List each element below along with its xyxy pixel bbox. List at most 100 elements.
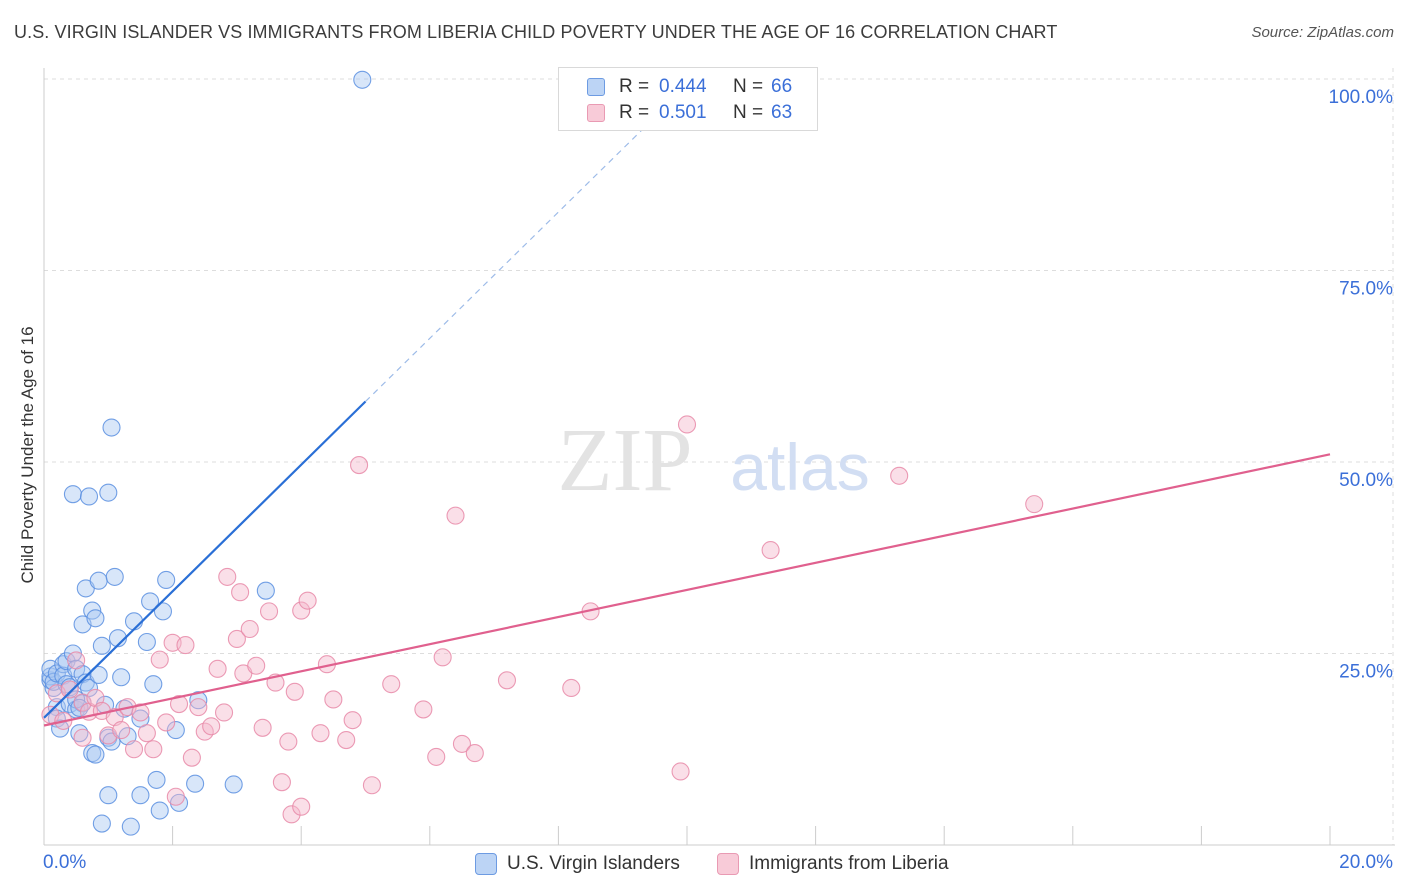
liberia-point [208,659,227,678]
liberia-point [189,698,208,717]
virgin-islander-point [144,675,163,694]
pink-swatch [717,853,739,875]
liberia-point [761,541,780,560]
virgin-islander-point [186,774,205,793]
y-tick-label: 75.0% [1339,279,1393,300]
liberia-point [427,747,446,766]
virgin-islander-point [124,612,144,631]
liberia-point [298,591,317,610]
legend-n-value: 63 [771,102,793,123]
legend-r-value: 0.501 [659,102,707,123]
axis-layer [43,68,1395,846]
virgin-islander-point [150,801,169,820]
virgin-islander-point [112,668,131,687]
liberia-point [157,713,176,732]
virgin-islander-point [92,814,111,833]
y-axis-label: Child Poverty Under the Age of 16 [18,326,37,584]
liberia-point [671,762,690,781]
virgin-islander-point [121,817,140,836]
x-tick-label-max: 20.0% [1339,852,1393,873]
x-tick-label-min: 0.0% [43,852,87,873]
liberia-point [343,711,362,730]
legend-r-label: R = [619,76,650,97]
watermark-atlas: atlas [730,430,869,504]
liberia-point [452,734,472,753]
liberia-trendline [43,453,1331,727]
grid-layer [44,68,1395,845]
liberia-point [324,690,343,709]
virgin-islander-point [57,652,76,671]
liberia-point [182,748,201,767]
virgin-islander-trendline-extension [365,116,656,402]
blue-swatch [587,78,605,96]
virgin-islander-point [157,570,176,590]
liberia-point [231,583,250,602]
virgin-islander-point [131,786,150,805]
liberia-point [446,506,465,525]
virgin-islander-point [224,775,243,794]
legend-row-virgin-islanders: R = 0.444 N = 66 [559,75,792,99]
virgin-islander-point [79,487,99,506]
virgin-islander-point [189,691,208,710]
legend-row-liberia: R = 0.501 N = 63 [559,101,792,125]
points-layer [41,70,1044,836]
liberia-point [169,695,189,714]
liberia-point [497,671,517,690]
liberia-point [124,740,144,759]
liberia-point [465,744,484,763]
virgin-islander-point [102,418,121,437]
liberia-point [166,787,185,806]
virgin-islander-point [99,483,118,502]
virgin-islander-point [256,581,275,600]
liberia-point [67,651,86,670]
liberia-point [292,601,311,620]
virgin-islander-point [70,698,89,717]
liberia-point [112,721,131,740]
series-name: U.S. Virgin Islanders [507,853,680,874]
liberia-point [292,797,311,816]
liberia-point [137,724,156,743]
liberia-point [414,700,433,719]
liberia-point [259,602,279,621]
liberia-point [562,678,581,698]
virgin-islander-point [147,770,166,789]
liberia-point [890,466,909,485]
correlation-legend: R = 0.444 N = 66 R = 0.501 N = 63 [558,67,818,131]
liberia-point [282,805,301,824]
virgin-islander-point [63,485,82,504]
watermark: ZIP atlas [558,411,870,510]
virgin-islander-point [141,592,160,611]
y-tick-label: 100.0% [1329,87,1394,108]
liberia-point [214,703,234,722]
liberia-point [1025,495,1044,514]
liberia-point [131,703,150,722]
virgin-islander-point [137,632,156,652]
virgin-islander-point [86,609,105,628]
legend-n-label: N = [733,76,764,97]
chart-title: U.S. VIRGIN ISLANDER VS IMMIGRANTS FROM … [14,22,1058,42]
liberia-point [247,656,266,675]
virgin-islander-point [89,665,108,684]
series-name: Immigrants from Liberia [749,853,949,874]
liberia-point [202,717,221,736]
liberia-point [337,731,356,750]
liberia-point [240,619,259,639]
liberia-point [73,728,92,747]
liberia-point [60,680,79,699]
bottom-legend-liberia: Immigrants from Liberia [717,852,949,876]
trend-layer [43,116,1331,727]
liberia-point [227,629,246,648]
liberia-point [382,675,401,694]
liberia-point [362,776,381,795]
liberia-point [279,732,298,751]
virgin-islander-point [353,70,372,89]
blue-swatch [475,853,497,875]
virgin-islander-point [153,602,173,621]
source-credit: Source: ZipAtlas.com [1251,24,1394,41]
y-tick-label: 25.0% [1339,662,1393,683]
liberia-point [677,415,697,434]
liberia-point [253,718,272,737]
virgin-islander-point [99,786,118,805]
virgin-islander-point [83,744,102,763]
